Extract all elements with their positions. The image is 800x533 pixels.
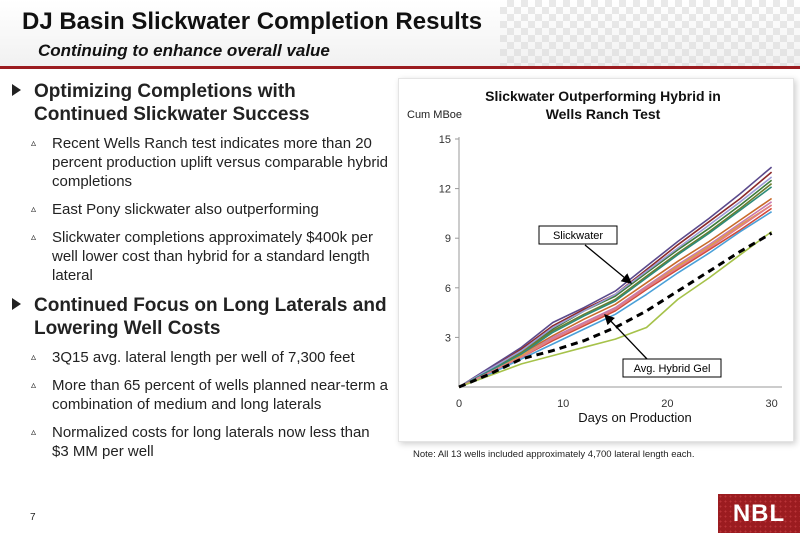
series-layer [458,166,773,389]
bullet-sub-2-2-text: More than 65 percent of wells planned ne… [52,377,389,413]
hybrid-callout-box [622,358,722,378]
slickwater-well-line-8 [458,211,773,388]
production-chart: Slickwater Outperforming Hybrid in Wells… [407,88,782,425]
x-tick-label: 10 [557,398,569,410]
triangle-outline-icon: ▵ [31,352,37,363]
x-tick-label: 0 [456,398,462,410]
bullet-sub-2-1: ▵ 3Q15 avg. lateral length per well of 7,… [10,348,390,367]
hybrid-callout-label: Avg. Hybrid Gel [634,363,711,375]
y-tick-label: 3 [445,332,451,344]
slickwater-well-line-4 [458,182,773,388]
chart-axes: 3 6 9 12 15 0 10 20 30 [439,134,782,410]
header-rule [0,66,800,69]
hybrid-arrow [604,314,648,360]
bullet-sub-2-3: ▵ Normalized costs for long laterals now … [10,423,390,461]
slickwater-well-line-11 [458,186,773,388]
y-tick-label: 9 [445,233,451,245]
annotation-layer: Slickwater Avg. Hybrid Gel [538,225,722,378]
triangle-outline-icon: ▵ [31,380,37,391]
header-pattern [500,0,800,66]
bullet-main-2-text: Continued Focus on Long Laterals and Low… [34,295,387,339]
slide-header: DJ Basin Slickwater Completion Results C… [0,0,800,66]
bullet-main-2: Continued Focus on Long Laterals and Low… [10,294,390,340]
bullet-sub-1-1-text: Recent Wells Ranch test indicates more t… [52,135,389,190]
x-tick-label: 30 [765,398,777,410]
slickwater-well-line-12 [458,204,773,388]
slickwater-well-line-1 [458,166,773,388]
triangle-outline-icon: ▵ [31,427,37,438]
bullet-sub-1-3: ▵ Slickwater completions approximately $4… [10,228,390,285]
nbl-logo: NBL [718,494,800,533]
bullet-sub-1-3-text: Slickwater completions approximately $40… [52,229,373,284]
bullet-main-1: Optimizing Completions with Continued Sl… [10,80,390,126]
triangle-outline-icon: ▵ [31,138,37,149]
bullet-main-1-text: Optimizing Completions with Continued Sl… [34,81,310,125]
slickwater-well-line-2 [458,171,773,388]
x-tick-label: 20 [661,398,673,410]
slickwater-callout-label: Slickwater [553,230,603,242]
y-tick-label: 6 [445,283,451,295]
y-axis-label: Cum MBoe [407,109,462,121]
bullet-sub-2-2: ▵ More than 65 percent of wells planned n… [10,376,390,414]
triangle-outline-icon: ▵ [31,204,37,215]
bullet-sub-2-1-text: 3Q15 avg. lateral length per well of 7,3… [52,349,355,366]
triangle-bullet-icon [12,84,21,96]
chart-title-line-2: Wells Ranch Test [546,106,661,122]
chart-note: Note: All 13 wells included approximatel… [413,449,695,460]
bullet-sub-1-2: ▵ East Pony slickwater also outperforming [10,200,390,219]
bullet-sub-1-1: ▵ Recent Wells Ranch test indicates more … [10,134,390,191]
slide-subtitle: Continuing to enhance overall value [38,41,330,60]
bullet-list: Optimizing Completions with Continued Sl… [10,80,390,470]
chart-panel: Slickwater Outperforming Hybrid in Wells… [398,78,794,442]
slickwater-well-line-13 [458,230,773,388]
x-axis-label: Days on Production [578,410,691,425]
triangle-outline-icon: ▵ [31,232,37,243]
slickwater-well-line-10 [458,176,773,388]
slickwater-callout-box [538,225,618,245]
slickwater-arrow [584,244,633,284]
y-tick-label: 15 [439,134,451,146]
triangle-bullet-icon [12,298,21,310]
y-tick-label: 12 [439,184,451,196]
chart-title-line-1: Slickwater Outperforming Hybrid in [485,88,721,104]
slide-title: DJ Basin Slickwater Completion Results [22,8,483,35]
bullet-sub-2-3-text: Normalized costs for long laterals now l… [52,424,370,460]
avg-hybrid-gel-line [458,231,773,389]
slickwater-well-line-3 [458,179,773,388]
bullet-sub-1-2-text: East Pony slickwater also outperforming [52,201,319,218]
page-number: 7 [30,512,36,523]
